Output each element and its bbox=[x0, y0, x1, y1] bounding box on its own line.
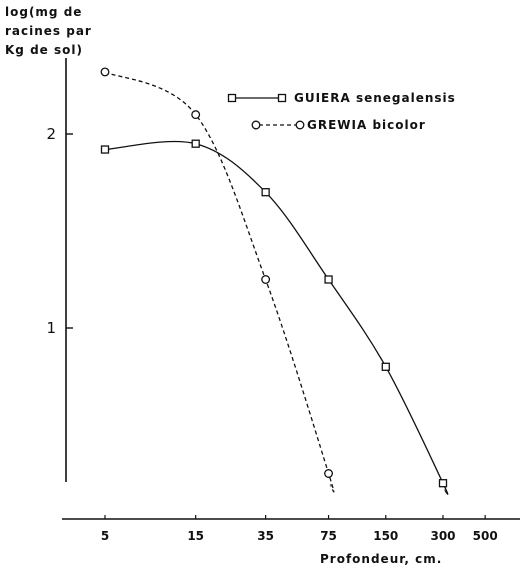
legend-item: GUIERA senegalensis bbox=[227, 91, 456, 105]
data-point-square bbox=[261, 188, 270, 197]
legend-marker bbox=[277, 93, 287, 103]
y-ticks: 12 bbox=[46, 125, 73, 337]
axes bbox=[62, 58, 520, 520]
x-tick-label: 300 bbox=[430, 529, 455, 543]
x-tick-label: 150 bbox=[373, 529, 398, 543]
x-tick-label: 15 bbox=[187, 529, 204, 543]
data-point-circle bbox=[324, 469, 334, 478]
legend: GUIERA senegalensis GREWIA bicolor bbox=[227, 91, 456, 132]
data-point-square bbox=[438, 479, 448, 488]
x-tick-label: 500 bbox=[473, 529, 498, 543]
series-layer bbox=[100, 67, 449, 495]
data-point-circle bbox=[100, 67, 110, 77]
legend-marker bbox=[251, 120, 261, 130]
legend-label: GUIERA senegalensis bbox=[294, 91, 456, 105]
data-point-square bbox=[381, 362, 390, 371]
data-point-square bbox=[191, 139, 200, 148]
legend-marker bbox=[227, 93, 237, 103]
data-point-circle bbox=[191, 110, 201, 120]
grewia-curve bbox=[104, 71, 335, 493]
x-tick-label: 35 bbox=[257, 529, 274, 543]
y-axis-label-line: Kg de sol) bbox=[5, 43, 83, 57]
y-axis-label-line: racines par bbox=[5, 24, 92, 38]
legend-marker bbox=[295, 120, 305, 130]
y-axis-label: log(mg de racines par Kg de sol) bbox=[5, 5, 92, 57]
guiera-curve bbox=[104, 140, 449, 495]
data-point-circle bbox=[261, 275, 271, 284]
legend-label: GREWIA bicolor bbox=[307, 118, 426, 132]
x-tick-label: 75 bbox=[320, 529, 337, 543]
data-point-square bbox=[324, 275, 333, 284]
y-tick-label: 1 bbox=[46, 319, 56, 337]
x-axis-label: Profondeur, cm. bbox=[320, 552, 442, 566]
series-grewia bbox=[100, 67, 335, 493]
x-tick-label: 5 bbox=[101, 529, 109, 543]
series-guiera bbox=[100, 139, 449, 495]
y-tick-label: 2 bbox=[46, 125, 56, 143]
x-ticks: 5 15 35 75 150 300 500 bbox=[101, 515, 498, 543]
data-point-square bbox=[100, 145, 110, 154]
y-axis-label-line: log(mg de bbox=[5, 5, 82, 19]
legend-item: GREWIA bicolor bbox=[251, 118, 426, 132]
